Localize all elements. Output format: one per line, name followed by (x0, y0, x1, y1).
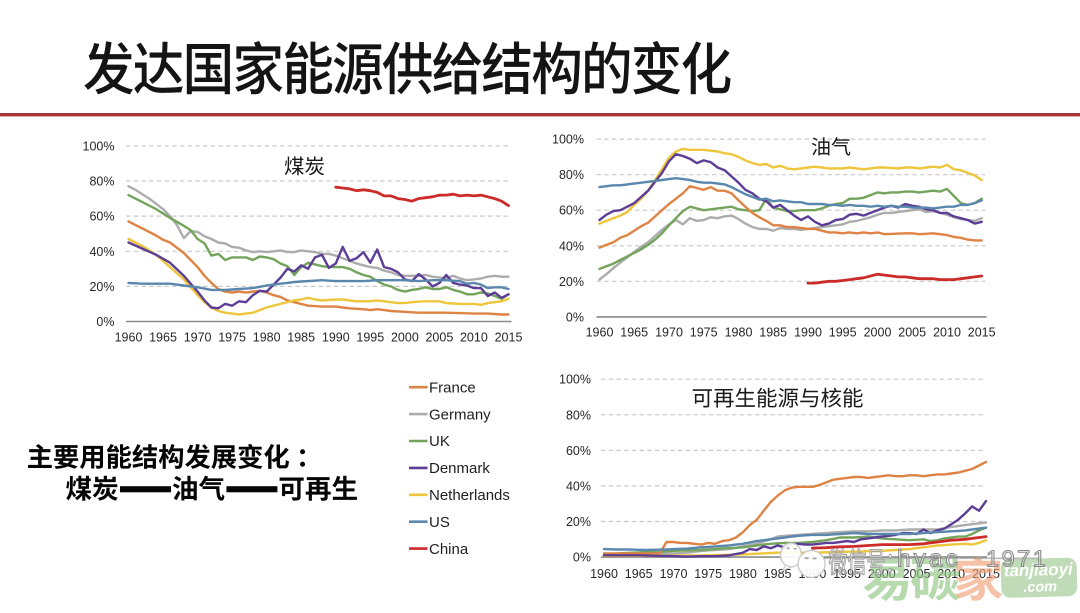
svg-text:1995: 1995 (829, 326, 857, 340)
svg-text:US: US (429, 514, 450, 531)
svg-text:1970: 1970 (660, 567, 688, 581)
svg-text:1970: 1970 (655, 326, 683, 340)
svg-text:1995: 1995 (356, 331, 384, 345)
svg-text:Denmark: Denmark (429, 460, 490, 477)
svg-text:UK: UK (429, 433, 450, 450)
svg-text:.com: .com (1023, 579, 1057, 596)
svg-text:1980: 1980 (729, 567, 757, 581)
svg-text:1980: 1980 (725, 326, 753, 340)
svg-text:60%: 60% (566, 444, 591, 458)
svg-text:1970: 1970 (184, 331, 212, 345)
svg-text:1980: 1980 (253, 331, 281, 345)
svg-text:hvac: hvac (897, 546, 961, 573)
svg-text:Germany: Germany (429, 406, 491, 423)
svg-text:100%: 100% (559, 373, 591, 387)
svg-text:1960: 1960 (590, 567, 618, 581)
svg-text:2015: 2015 (968, 326, 996, 340)
svg-text:tanjiaoyi: tanjiaoyi (1004, 560, 1075, 581)
svg-text:1960: 1960 (115, 331, 143, 345)
svg-text:40%: 40% (566, 479, 591, 493)
svg-text:1990: 1990 (322, 331, 350, 345)
svg-text:1975: 1975 (218, 331, 246, 345)
svg-text:China: China (429, 541, 469, 558)
svg-text:1965: 1965 (149, 331, 177, 345)
svg-text:100%: 100% (552, 133, 584, 147)
svg-text:80%: 80% (89, 175, 114, 189)
svg-text:100%: 100% (83, 139, 115, 153)
svg-text:2010: 2010 (933, 326, 961, 340)
svg-text:Netherlands: Netherlands (429, 487, 510, 504)
svg-text:France: France (429, 379, 476, 396)
svg-text:2015: 2015 (495, 331, 523, 345)
svg-text:20%: 20% (566, 515, 591, 529)
svg-text:2005: 2005 (898, 326, 926, 340)
svg-text:60%: 60% (89, 210, 114, 224)
svg-text:0%: 0% (566, 310, 584, 324)
svg-text:80%: 80% (559, 168, 584, 182)
svg-text:1985: 1985 (764, 567, 792, 581)
svg-text:1985: 1985 (759, 326, 787, 340)
svg-text:80%: 80% (566, 408, 591, 422)
svg-text:1975: 1975 (690, 326, 718, 340)
svg-text:1990: 1990 (794, 326, 822, 340)
svg-text:2000: 2000 (391, 331, 419, 345)
svg-text:0%: 0% (96, 315, 114, 329)
svg-text:1965: 1965 (620, 326, 648, 340)
svg-text:20%: 20% (89, 280, 114, 294)
svg-text:40%: 40% (89, 245, 114, 259)
svg-text:0%: 0% (573, 551, 591, 565)
svg-text:1975: 1975 (694, 567, 722, 581)
svg-text:1985: 1985 (287, 331, 315, 345)
svg-text:60%: 60% (559, 204, 584, 218)
svg-text:40%: 40% (559, 239, 584, 253)
svg-text:2010: 2010 (460, 331, 488, 345)
svg-text:1965: 1965 (625, 567, 653, 581)
svg-text:1971: 1971 (986, 546, 1048, 572)
svg-text:2000: 2000 (864, 326, 892, 340)
svg-text:20%: 20% (559, 275, 584, 289)
svg-text:2005: 2005 (425, 331, 453, 345)
svg-text:1960: 1960 (586, 326, 614, 340)
